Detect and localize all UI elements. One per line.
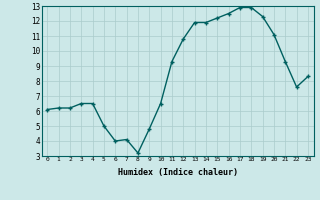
X-axis label: Humidex (Indice chaleur): Humidex (Indice chaleur)	[118, 168, 237, 177]
